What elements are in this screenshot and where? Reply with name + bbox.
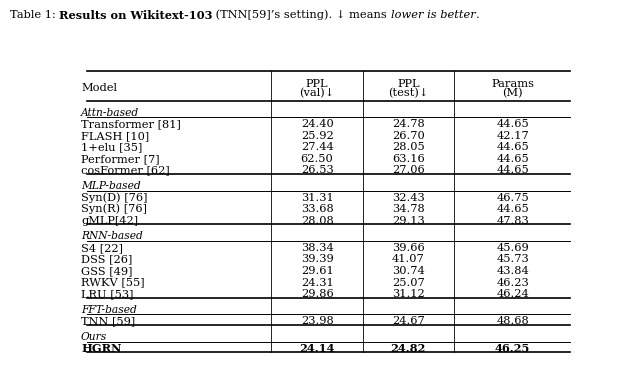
Text: 24.82: 24.82 [390,343,426,354]
Text: 24.31: 24.31 [301,278,333,288]
Text: 44.65: 44.65 [496,142,529,152]
Text: (M): (M) [502,88,523,98]
Text: FLASH [10]: FLASH [10] [81,131,149,141]
Text: DSS [26]: DSS [26] [81,254,132,265]
Text: PPL: PPL [397,79,420,89]
Text: 29.13: 29.13 [392,216,425,226]
Text: 31.12: 31.12 [392,289,425,299]
Text: Results on Wikitext-103: Results on Wikitext-103 [59,10,212,21]
Text: (TNN[59]’s setting). ↓ means: (TNN[59]’s setting). ↓ means [212,10,391,20]
Text: PPL: PPL [306,79,328,89]
Text: 42.17: 42.17 [496,131,529,141]
Text: .: . [476,10,479,20]
Text: (val)↓: (val)↓ [300,88,335,98]
Text: 33.68: 33.68 [301,204,333,214]
Text: 28.08: 28.08 [301,216,333,226]
Text: Performer [7]: Performer [7] [81,154,159,164]
Text: 26.53: 26.53 [301,165,333,176]
Text: Attn-based: Attn-based [81,107,139,118]
Text: Syn(D) [76]: Syn(D) [76] [81,192,147,203]
Text: 48.68: 48.68 [496,316,529,326]
Text: 26.70: 26.70 [392,131,425,141]
Text: GSS [49]: GSS [49] [81,266,132,276]
Text: 25.92: 25.92 [301,131,333,141]
Text: Syn(R) [76]: Syn(R) [76] [81,204,147,214]
Text: LRU [53]: LRU [53] [81,289,134,299]
Text: 39.39: 39.39 [301,254,333,265]
Text: 28.05: 28.05 [392,142,425,152]
Text: 63.16: 63.16 [392,154,425,164]
Text: 34.78: 34.78 [392,204,425,214]
Text: Model: Model [81,83,117,93]
Text: 24.14: 24.14 [300,343,335,354]
Text: 46.75: 46.75 [496,192,529,203]
Text: 46.25: 46.25 [495,343,530,354]
Text: 38.34: 38.34 [301,243,333,253]
Text: 62.50: 62.50 [301,154,333,164]
Text: 46.24: 46.24 [496,289,529,299]
Text: 43.84: 43.84 [496,266,529,276]
Text: 45.69: 45.69 [496,243,529,253]
Text: 30.74: 30.74 [392,266,425,276]
Text: 45.73: 45.73 [496,254,529,265]
Text: 24.67: 24.67 [392,316,425,326]
Text: 47.83: 47.83 [496,216,529,226]
Text: 23.98: 23.98 [301,316,333,326]
Text: 44.65: 44.65 [496,204,529,214]
Text: RNN-based: RNN-based [81,231,143,241]
Text: RWKV [55]: RWKV [55] [81,278,145,288]
Text: Ours: Ours [81,332,108,342]
Text: 31.31: 31.31 [301,192,333,203]
Text: (test)↓: (test)↓ [388,88,429,98]
Text: 41.07: 41.07 [392,254,425,265]
Text: S4 [22]: S4 [22] [81,243,123,253]
Text: HGRN: HGRN [81,343,122,354]
Text: 1+elu [35]: 1+elu [35] [81,142,142,152]
Text: MLP-based: MLP-based [81,181,141,191]
Text: 25.07: 25.07 [392,278,425,288]
Text: Transformer [81]: Transformer [81] [81,119,181,129]
Text: 24.40: 24.40 [301,119,333,129]
Text: FFT-based: FFT-based [81,305,137,315]
Text: 39.66: 39.66 [392,243,425,253]
Text: 29.61: 29.61 [301,266,333,276]
Text: Params: Params [491,79,534,89]
Text: 44.65: 44.65 [496,165,529,176]
Text: 27.06: 27.06 [392,165,425,176]
Text: 27.44: 27.44 [301,142,333,152]
Text: 32.43: 32.43 [392,192,425,203]
Text: lower is better: lower is better [391,10,476,20]
Text: Table 1:: Table 1: [10,10,59,20]
Text: TNN [59]: TNN [59] [81,316,135,326]
Text: 44.65: 44.65 [496,154,529,164]
Text: cosFormer [62]: cosFormer [62] [81,165,170,176]
Text: gMLP[42]: gMLP[42] [81,216,138,226]
Text: 24.78: 24.78 [392,119,425,129]
Text: 44.65: 44.65 [496,119,529,129]
Text: 29.86: 29.86 [301,289,333,299]
Text: 46.23: 46.23 [496,278,529,288]
